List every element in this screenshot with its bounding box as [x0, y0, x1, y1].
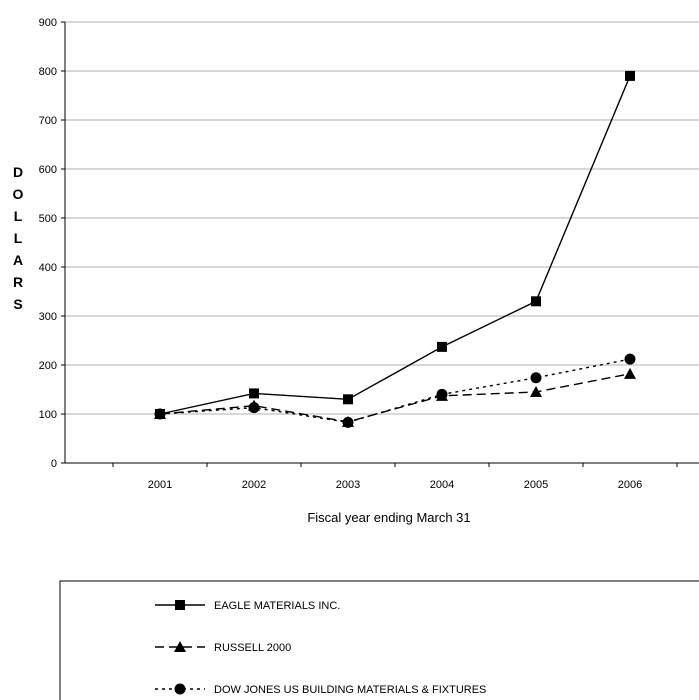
data-point: [343, 394, 353, 405]
y-tick-label: 200: [39, 360, 57, 372]
legend-label: DOW JONES US BUILDING MATERIALS & FIXTUR…: [214, 684, 486, 696]
data-point: [530, 385, 542, 397]
y-axis-label-letter: A: [13, 252, 23, 268]
data-point: [531, 296, 541, 307]
legend-label: RUSSELL 2000: [214, 642, 291, 654]
y-axis-label-letter: L: [14, 230, 23, 246]
data-point: [625, 70, 635, 81]
y-tick-label: 100: [39, 409, 57, 421]
y-axis-label-letter: O: [13, 186, 24, 202]
x-axis-label: Fiscal year ending March 31: [307, 510, 470, 525]
legend-marker: [174, 683, 186, 695]
y-tick-label: 300: [39, 311, 57, 323]
x-tick-label: 2004: [430, 479, 454, 491]
data-point: [436, 389, 448, 401]
axes: [61, 21, 699, 467]
x-tick-labels: 2001 2002 2003 2004 2005 2006: [148, 479, 642, 491]
data-point: [624, 353, 636, 365]
y-tick-label: 900: [39, 17, 57, 29]
x-tick-label: 2005: [524, 479, 548, 491]
legend-box: [59, 580, 699, 700]
series-line: [159, 373, 631, 423]
x-tick-label: 2001: [148, 479, 172, 491]
x-tick-label: 2006: [618, 479, 642, 491]
x-tick-label: 2002: [242, 479, 266, 491]
series-triangle: [154, 367, 636, 427]
y-axis-label-letter: L: [14, 208, 23, 224]
data-point: [624, 367, 636, 379]
grid-lines: [65, 21, 699, 415]
legend: EAGLE MATERIALS INC. RUSSELL 2000 DOW JONE…: [59, 580, 699, 700]
legend-label: EAGLE MATERIALS INC.: [214, 600, 340, 612]
data-point: [530, 372, 542, 384]
x-tick-label: 2003: [336, 479, 360, 491]
legend-marker: [174, 641, 186, 652]
series-line: [159, 358, 631, 424]
y-axis-label-letter: D: [13, 164, 23, 180]
y-tick-label: 700: [39, 115, 57, 127]
y-tick-labels: 0 100 200 300 400 500 600 700 800 900: [39, 17, 57, 470]
data-point: [437, 341, 447, 352]
series-group: [154, 70, 636, 428]
data-point: [248, 399, 260, 411]
data-point: [249, 388, 259, 399]
y-tick-label: 0: [51, 458, 57, 470]
y-axis-label-letter: S: [13, 296, 22, 312]
legend-marker: [175, 600, 185, 610]
y-tick-label: 400: [39, 262, 57, 274]
series-square: [155, 70, 635, 419]
data-point: [342, 415, 354, 427]
y-tick-label: 600: [39, 164, 57, 176]
y-tick-label: 800: [39, 66, 57, 78]
y-tick-label: 500: [39, 213, 57, 225]
y-axis-label-letter: R: [13, 274, 23, 290]
data-point: [155, 409, 165, 419]
series-line: [159, 75, 631, 415]
